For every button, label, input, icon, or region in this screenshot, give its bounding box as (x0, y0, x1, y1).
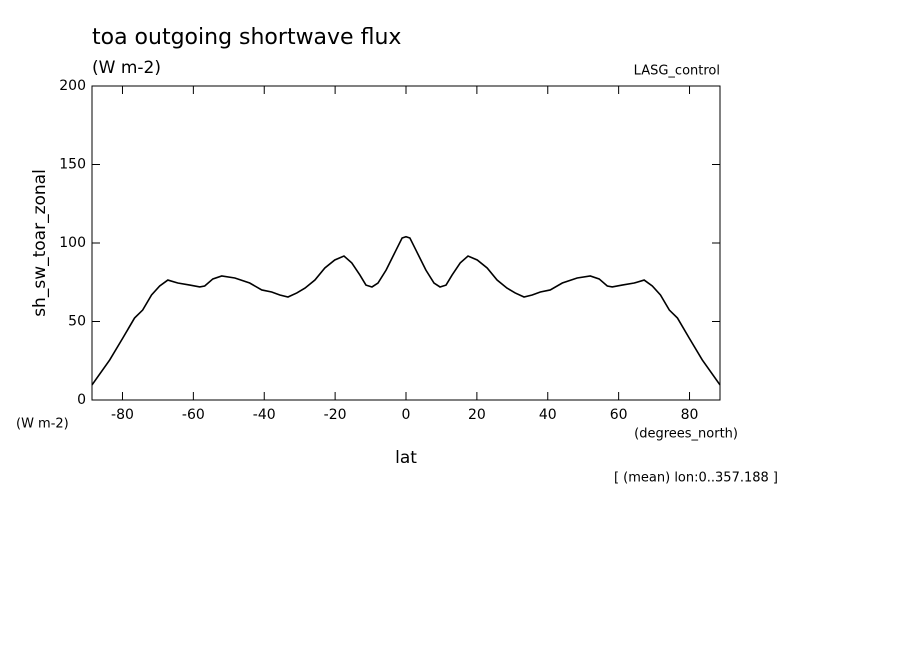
y-tick-label: 100 (59, 235, 86, 251)
x-tick-label: -20 (324, 407, 347, 423)
x-tick-label: 20 (468, 407, 486, 423)
footnote: [ (mean) lon:0..357.188 ] (614, 471, 778, 486)
x-units: (degrees_north) (634, 427, 738, 442)
units: (W m-2) (92, 58, 161, 78)
y-tick-label: 200 (59, 78, 86, 94)
x-tick-label: 60 (610, 407, 628, 423)
data-line (91, 235, 721, 386)
y-tick-label: 150 (59, 157, 86, 173)
y-tick-label: 0 (77, 392, 86, 408)
x-tick-label: -80 (111, 407, 134, 423)
x-tick-label: 80 (681, 407, 699, 423)
x-tick-label: 40 (539, 407, 557, 423)
x-tick-label: -40 (253, 407, 276, 423)
x-tick-label: -60 (182, 407, 205, 423)
y-axis-label: sh_sw_toar_zonal (30, 169, 50, 317)
dataset-label: LASG_control (634, 64, 720, 79)
chart-title: toa outgoing shortwave flux (92, 25, 401, 50)
y-units: (W m-2) (16, 417, 69, 432)
x-axis-label: lat (395, 448, 417, 468)
y-tick-label: 50 (68, 314, 86, 330)
x-tick-label: 0 (402, 407, 411, 423)
